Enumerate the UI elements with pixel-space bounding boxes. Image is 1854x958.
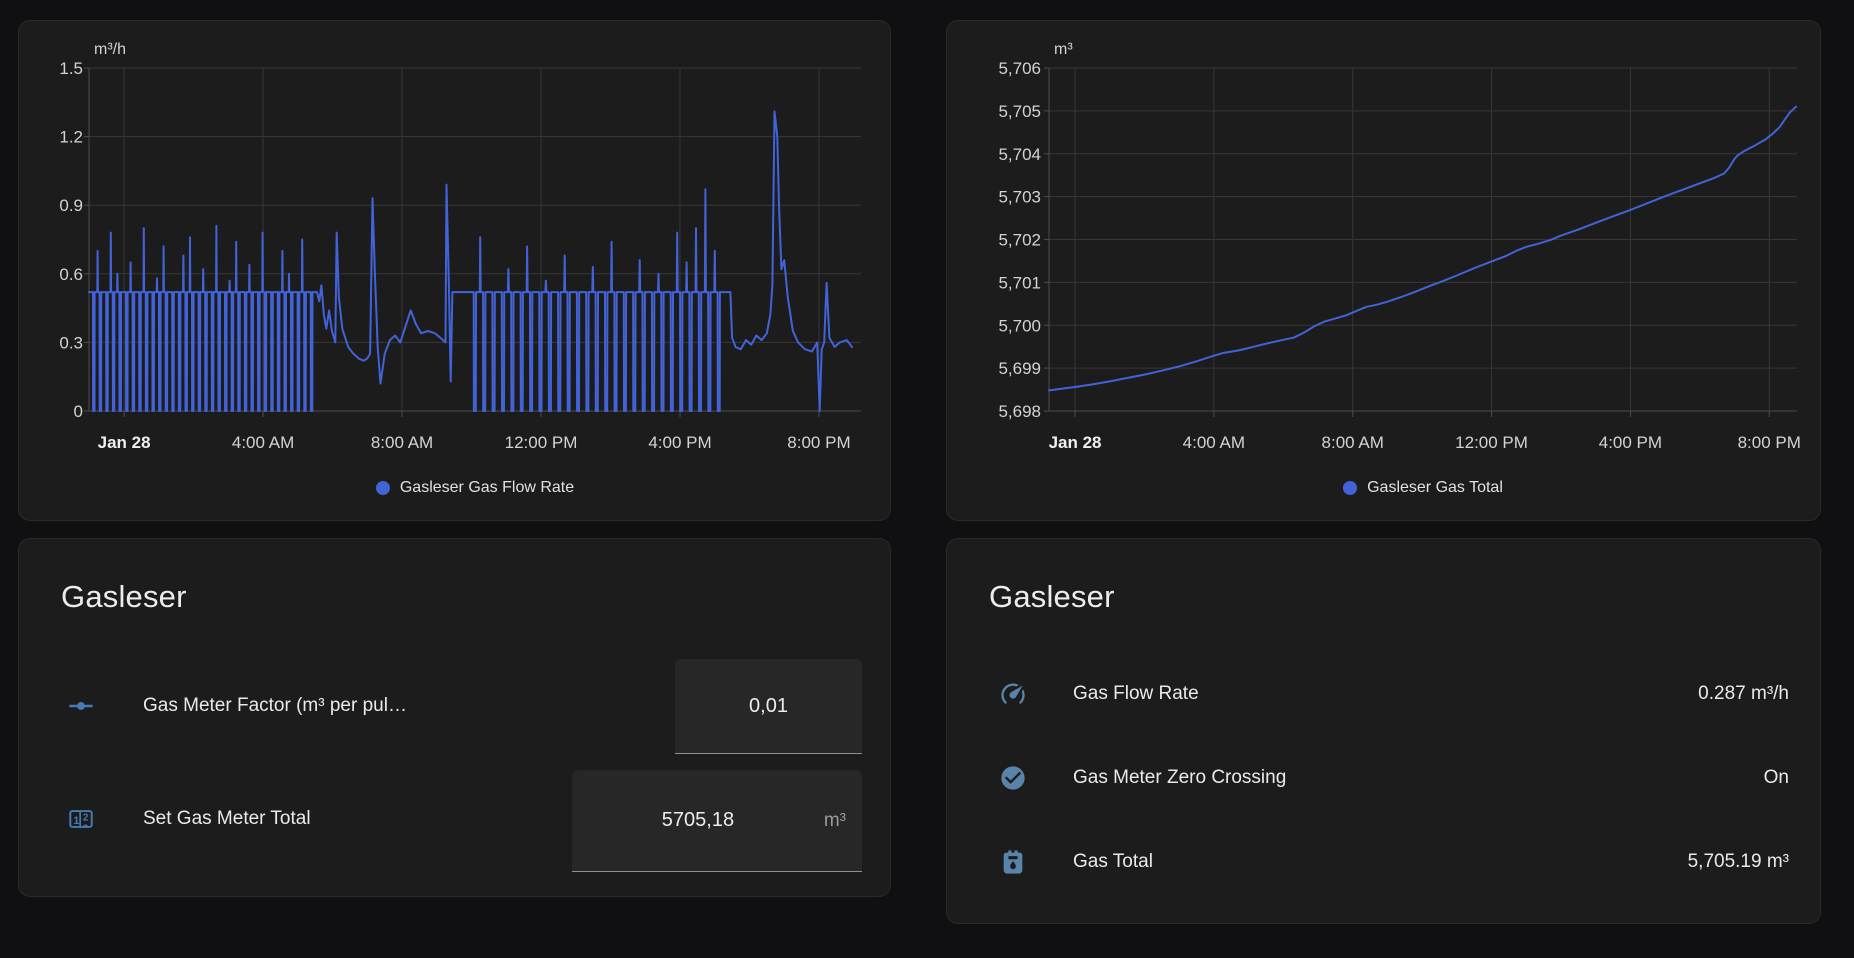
svg-text:8:00 AM: 8:00 AM <box>1322 433 1384 452</box>
svg-text:4:00 AM: 4:00 AM <box>1183 433 1245 452</box>
gas-meter-factor-input[interactable]: 0,01 <box>675 659 862 754</box>
svg-text:5,700: 5,700 <box>998 316 1041 335</box>
svg-text:0.3: 0.3 <box>59 333 83 352</box>
svg-text:1.5: 1.5 <box>59 59 83 78</box>
svg-text:5,705: 5,705 <box>998 102 1041 121</box>
svg-text:12:00 PM: 12:00 PM <box>505 433 578 452</box>
legend-dot-icon <box>375 481 390 495</box>
entity-row-gas-flow-rate[interactable]: Gas Flow Rate 0.287 m³/h <box>947 666 1820 722</box>
gas-total-chart[interactable]: 5,706 5,705 5,704 5,703 5,702 5,701 5,700 5,699… <box>947 21 1822 466</box>
entity-row-gas-total[interactable]: Gas Total 5,705.19 m³ <box>947 834 1820 890</box>
svg-text:8:00 PM: 8:00 PM <box>787 433 850 452</box>
entity-label: Gas Flow Rate <box>1073 683 1199 704</box>
flow-rate-chart-card: 1.5 1.2 0.9 0.6 0.3 0 Jan 28 4:00 AM 8:00 AM 12:0… <box>18 20 891 521</box>
svg-text:5,703: 5,703 <box>998 188 1041 207</box>
flow-rate-chart[interactable]: 1.5 1.2 0.9 0.6 0.3 0 Jan 28 4:00 AM 8:00 AM 12:0… <box>19 21 892 466</box>
input-value: 0,01 <box>749 694 788 717</box>
svg-text:0: 0 <box>74 402 83 421</box>
svg-text:m³: m³ <box>1054 41 1073 58</box>
entity-label: Gas Total <box>1073 851 1153 872</box>
gas-status-card: Gasleser Gas Flow Rate 0.287 m³/h Gas Me… <box>946 538 1821 924</box>
svg-text:0.6: 0.6 <box>59 265 83 284</box>
legend-dot-icon <box>1343 481 1358 495</box>
entity-row-gas-meter-zero-crossing[interactable]: Gas Meter Zero Crossing On <box>947 750 1820 806</box>
svg-text:Jan 28: Jan 28 <box>1049 433 1102 452</box>
entity-label: Gas Meter Factor (m³ per pul… <box>143 695 407 716</box>
flow-rate-legend[interactable]: Gasleser Gas Flow Rate <box>89 475 861 501</box>
legend-label: Gasleser Gas Total <box>1367 479 1503 496</box>
ray-vertex-icon <box>67 692 95 720</box>
entity-label: Set Gas Meter Total <box>143 808 311 829</box>
svg-text:5,699: 5,699 <box>998 359 1041 378</box>
gauge-icon <box>999 680 1027 708</box>
svg-text:1: 1 <box>73 815 79 827</box>
svg-text:12:00 PM: 12:00 PM <box>1455 433 1528 452</box>
check-circle-icon <box>999 764 1027 792</box>
gas-total-legend[interactable]: Gasleser Gas Total <box>1049 475 1797 501</box>
gas-meter-icon <box>999 848 1027 876</box>
input-value: 5705,18 <box>661 809 735 831</box>
unit-suffix: m³ <box>823 809 846 831</box>
svg-text:2: 2 <box>83 813 89 824</box>
svg-text:Jan 28: Jan 28 <box>98 433 151 452</box>
legend-label: Gasleser Gas Flow Rate <box>399 479 575 496</box>
svg-text:5,701: 5,701 <box>998 273 1041 292</box>
svg-text:4:00 AM: 4:00 AM <box>232 433 294 452</box>
entity-row-gas-meter-factor[interactable]: Gas Meter Factor (m³ per pul… <box>19 678 890 734</box>
svg-text:8:00 PM: 8:00 PM <box>1738 433 1801 452</box>
svg-text:5,704: 5,704 <box>998 145 1041 164</box>
set-gas-meter-total-input[interactable]: 5705,18 m³ <box>572 770 862 872</box>
svg-text:1.2: 1.2 <box>59 128 83 147</box>
svg-text:5,706: 5,706 <box>998 59 1041 78</box>
entity-value: 5,705.19 m³ <box>1687 851 1789 872</box>
entity-label: Gas Meter Zero Crossing <box>1073 767 1287 788</box>
svg-text:5,702: 5,702 <box>998 231 1041 250</box>
card-title: Gasleser <box>989 579 1115 614</box>
entity-row-set-gas-meter-total[interactable]: 1 2 3 Set Gas Meter Total <box>19 791 890 847</box>
svg-text:8:00 AM: 8:00 AM <box>371 433 433 452</box>
gas-controls-card: Gasleser Gas Meter Factor (m³ per pul… 0… <box>18 538 891 897</box>
card-title: Gasleser <box>61 579 187 614</box>
counter-icon: 1 2 3 <box>67 805 95 833</box>
svg-text:5,698: 5,698 <box>998 402 1041 421</box>
svg-text:4:00 PM: 4:00 PM <box>648 433 711 452</box>
entity-value: 0.287 m³/h <box>1698 683 1789 704</box>
svg-text:0.9: 0.9 <box>59 196 83 215</box>
svg-text:m³/h: m³/h <box>94 41 126 58</box>
gas-total-chart-card: 5,706 5,705 5,704 5,703 5,702 5,701 5,700 5,699… <box>946 20 1821 521</box>
svg-text:4:00 PM: 4:00 PM <box>1599 433 1662 452</box>
svg-text:3: 3 <box>83 823 89 833</box>
entity-value: On <box>1763 767 1789 788</box>
